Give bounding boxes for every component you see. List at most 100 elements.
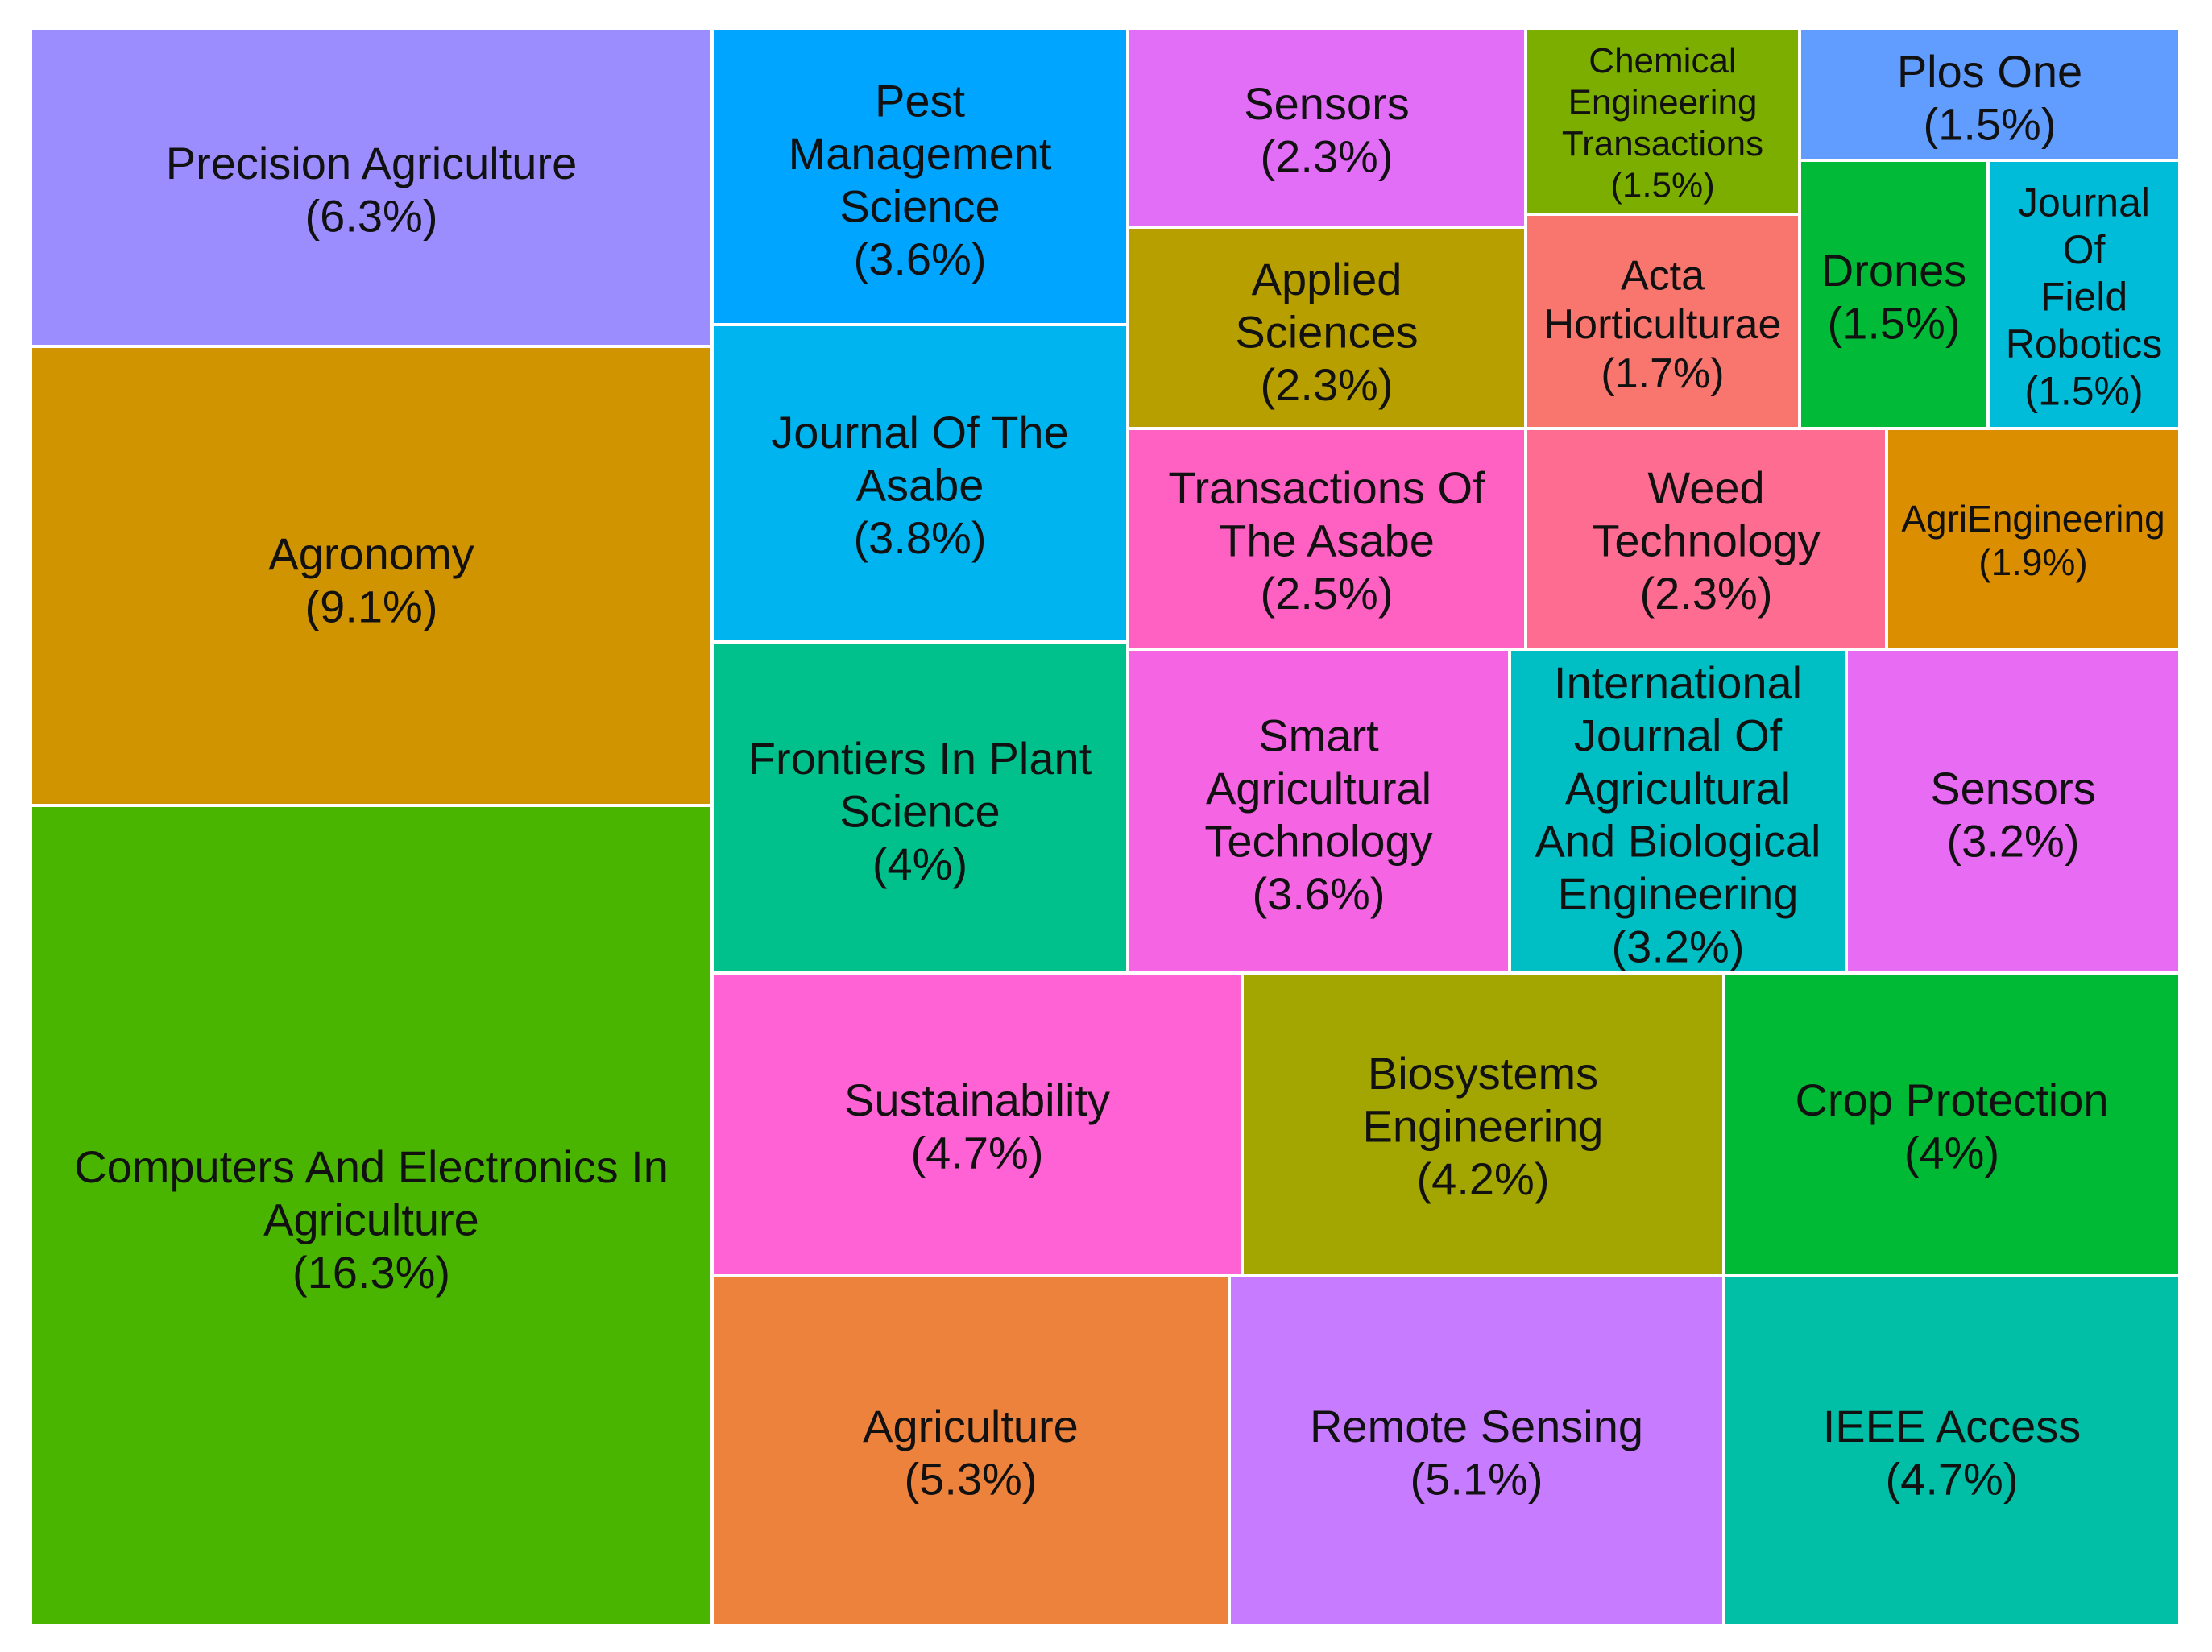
treemap-percent-label: (1.5%) — [1828, 297, 1961, 348]
treemap-percent-label: (2.3%) — [1640, 568, 1773, 619]
treemap-name-label: Science — [839, 786, 1000, 837]
treemap-name-label: Science — [839, 180, 1000, 231]
treemap-percent-label: (1.7%) — [1601, 350, 1724, 397]
treemap-percent-label: (1.5%) — [2024, 369, 2143, 414]
treemap-rect — [1798, 159, 1990, 430]
treemap-name-label: Sensors — [1930, 763, 2095, 814]
treemap-rect — [1722, 971, 2181, 1277]
treemap-name-label: Agriculture — [863, 1401, 1079, 1451]
treemap-percent-label: (6.3%) — [305, 190, 438, 241]
treemap-cell-ieee-access: IEEE Access(4.7%) — [1722, 1274, 2181, 1627]
treemap-name-label: International — [1554, 657, 1802, 708]
treemap-rect — [710, 323, 1129, 644]
treemap-percent-label: (3.2%) — [1612, 921, 1745, 971]
treemap-rect — [1241, 971, 1725, 1277]
treemap-cell-computers-and-electronics-in-agriculture: Computers And Electronics InAgriculture(… — [29, 804, 714, 1627]
treemap-rect — [1845, 648, 2181, 975]
treemap-rect — [710, 971, 1244, 1277]
treemap-name-label: The Asabe — [1219, 515, 1435, 566]
treemap-rect — [29, 27, 714, 348]
treemap-name-label: Sensors — [1244, 78, 1409, 129]
treemap-name-label: Sciences — [1235, 307, 1418, 358]
treemap-name-label: Engineering — [1568, 83, 1758, 122]
treemap-name-label: Chemical — [1589, 41, 1736, 81]
treemap-name-label: Journal — [2018, 180, 2150, 226]
treemap-cell-sustainability: Sustainability(4.7%) — [710, 971, 1244, 1277]
treemap-name-label: Frontiers In Plant — [748, 733, 1092, 784]
treemap-rect — [1126, 226, 1527, 430]
treemap-rect — [29, 804, 714, 1627]
treemap-cell-drones: Drones(1.5%) — [1798, 159, 1990, 430]
treemap-percent-label: (16.3%) — [292, 1247, 450, 1298]
treemap-name-label: Agricultural — [1565, 763, 1791, 814]
treemap-name-label: Agriculture — [263, 1194, 479, 1245]
treemap-rect — [710, 640, 1129, 975]
treemap-percent-label: (4%) — [872, 838, 967, 889]
treemap-rect — [1722, 1274, 2181, 1627]
treemap-percent-label: (1.9%) — [1978, 541, 2087, 583]
treemap-name-label: Acta — [1621, 252, 1705, 299]
treemap-name-label: Biosystems — [1368, 1048, 1598, 1099]
treemap-name-label: Smart — [1258, 710, 1379, 760]
treemap-cell-precision-agriculture: Precision Agriculture(6.3%) — [29, 27, 714, 348]
treemap-percent-label: (4.2%) — [1417, 1153, 1550, 1204]
treemap-rect — [1508, 648, 1848, 975]
treemap-percent-label: (2.3%) — [1261, 359, 1394, 410]
treemap-name-label: Applied — [1252, 254, 1402, 304]
treemap-percent-label: (9.1%) — [305, 581, 438, 631]
treemap-name-label: Drones — [1821, 245, 1967, 296]
treemap-name-label: IEEE Access — [1823, 1401, 2082, 1451]
treemap-rect — [710, 1274, 1231, 1627]
treemap-name-label: Journal Of — [1574, 710, 1783, 760]
treemap-name-label: Field — [2040, 275, 2127, 320]
treemap-cell-crop-protection: Crop Protection(4%) — [1722, 971, 2181, 1277]
treemap-cell-agriculture: Agriculture(5.3%) — [710, 1274, 1231, 1627]
treemap-name-label: Precision Agriculture — [166, 138, 577, 188]
treemap-name-label: Plos One — [1897, 46, 2082, 97]
treemap-name-label: Weed — [1647, 462, 1764, 513]
treemap-name-label: Remote Sensing — [1310, 1401, 1643, 1451]
treemap-percent-label: (5.1%) — [1410, 1453, 1543, 1504]
treemap-name-label: Agricultural — [1206, 763, 1431, 814]
treemap-rect — [710, 27, 1129, 326]
treemap-percent-label: (2.3%) — [1261, 130, 1394, 181]
treemap-rect — [1126, 427, 1527, 651]
treemap-name-label: AgriEngineering — [1901, 498, 2164, 540]
treemap-cell-plos-one: Plos One(1.5%) — [1798, 27, 2181, 162]
treemap-percent-label: (3.8%) — [854, 512, 987, 563]
treemap-percent-label: (1.5%) — [1610, 166, 1715, 205]
treemap-name-label: Pest — [875, 75, 965, 126]
treemap-rect — [1885, 427, 2181, 651]
treemap-name-label: Technology — [1204, 815, 1432, 866]
treemap-name-label: Technology — [1592, 515, 1820, 566]
treemap-cell-agriengineering: AgriEngineering(1.9%) — [1885, 427, 2181, 651]
treemap-name-label: Of — [2063, 227, 2106, 272]
treemap-percent-label: (2.5%) — [1261, 568, 1394, 619]
treemap-name-label: Journal Of The — [771, 407, 1068, 458]
treemap-cell-sensors: Sensors(3.2%) — [1845, 648, 2181, 975]
treemap-percent-label: (3.6%) — [854, 234, 987, 284]
treemap-name-label: Sustainability — [844, 1074, 1110, 1125]
treemap-name-label: Asabe — [856, 460, 984, 511]
treemap-cell-agronomy: Agronomy(9.1%) — [29, 345, 714, 807]
treemap-percent-label: (4.7%) — [911, 1127, 1044, 1178]
treemap-cell-sensors: Sensors(2.3%) — [1126, 27, 1527, 229]
treemap-name-label: Robotics — [2006, 321, 2163, 366]
treemap-name-label: Horticulturae — [1544, 301, 1782, 348]
treemap-percent-label: (3.6%) — [1253, 868, 1386, 919]
treemap-percent-label: (5.3%) — [905, 1453, 1038, 1504]
treemap-name-label: Transactions Of — [1168, 462, 1485, 513]
treemap-name-label: Management — [789, 128, 1052, 179]
treemap-cell-remote-sensing: Remote Sensing(5.1%) — [1228, 1274, 1725, 1627]
